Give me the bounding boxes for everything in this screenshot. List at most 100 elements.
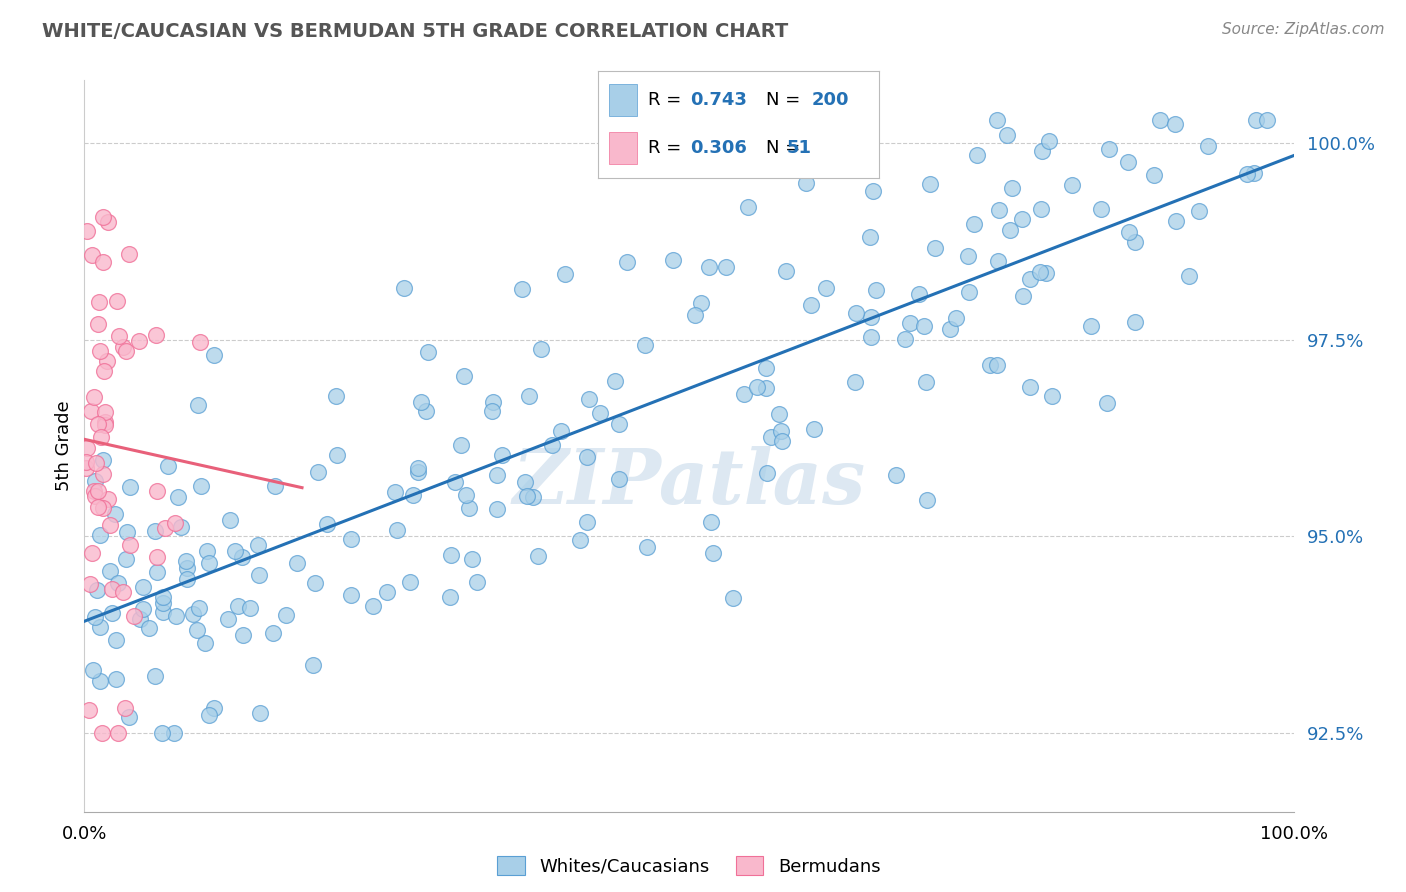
Point: [568, 533, 591, 547]
Point: [143, 669, 166, 683]
Point: [815, 281, 838, 295]
Point: [683, 308, 706, 322]
Point: [759, 429, 782, 443]
Point: [375, 584, 398, 599]
Point: [176, 561, 198, 575]
Point: [86, 582, 108, 597]
Point: [132, 580, 155, 594]
Point: [516, 489, 538, 503]
Point: [174, 553, 197, 567]
Point: [1080, 318, 1102, 333]
Point: [80, 403, 103, 417]
Point: [481, 395, 503, 409]
Point: [188, 335, 211, 350]
Point: [82, 546, 104, 560]
Point: [231, 549, 253, 564]
Point: [578, 392, 600, 406]
Point: [702, 546, 724, 560]
Y-axis label: 5th Grade: 5th Grade: [55, 401, 73, 491]
Point: [1178, 268, 1201, 283]
Point: [325, 388, 347, 402]
Text: ZIPatlas: ZIPatlas: [512, 446, 866, 519]
Text: N =: N =: [766, 91, 806, 109]
Point: [439, 591, 461, 605]
Point: [402, 487, 425, 501]
Point: [392, 281, 415, 295]
Bar: [609, 132, 637, 164]
Point: [187, 398, 209, 412]
Point: [485, 468, 508, 483]
Point: [186, 623, 208, 637]
Point: [308, 466, 330, 480]
Point: [1143, 169, 1166, 183]
Point: [689, 296, 711, 310]
Point: [1188, 204, 1211, 219]
Point: [117, 710, 139, 724]
Point: [550, 425, 572, 439]
Text: R =: R =: [648, 91, 688, 109]
Point: [662, 253, 685, 268]
Point: [768, 408, 790, 422]
Point: [262, 626, 284, 640]
Point: [1040, 389, 1063, 403]
Point: [794, 177, 817, 191]
Point: [105, 632, 128, 647]
Point: [93, 364, 115, 378]
Point: [150, 726, 173, 740]
Point: [83, 490, 105, 504]
Point: [384, 485, 406, 500]
Point: [465, 574, 488, 589]
Point: [143, 524, 166, 538]
Point: [893, 332, 915, 346]
Text: 200: 200: [811, 91, 849, 109]
Point: [91, 453, 114, 467]
Point: [444, 475, 467, 490]
Point: [190, 479, 212, 493]
Point: [1244, 112, 1267, 127]
Point: [107, 575, 129, 590]
Point: [998, 223, 1021, 237]
Point: [152, 596, 174, 610]
Point: [75, 461, 97, 475]
Point: [94, 415, 117, 429]
Point: [138, 621, 160, 635]
Point: [589, 406, 612, 420]
Point: [633, 337, 655, 351]
Point: [195, 544, 218, 558]
Point: [361, 599, 384, 613]
Point: [112, 340, 135, 354]
Text: N =: N =: [766, 139, 806, 157]
Point: [912, 319, 935, 334]
Point: [82, 663, 104, 677]
Point: [860, 330, 883, 344]
Point: [1031, 145, 1053, 159]
Point: [87, 294, 110, 309]
Point: [340, 532, 363, 546]
Point: [1166, 214, 1188, 228]
Point: [510, 282, 533, 296]
Point: [914, 375, 936, 389]
Point: [83, 484, 105, 499]
Point: [575, 515, 598, 529]
Point: [90, 726, 112, 740]
Point: [860, 310, 883, 324]
Point: [80, 248, 103, 262]
Point: [1243, 166, 1265, 180]
Point: [461, 552, 484, 566]
Point: [1123, 235, 1146, 249]
Point: [91, 501, 114, 516]
Point: [117, 247, 139, 261]
Point: [89, 620, 111, 634]
Point: [945, 310, 967, 325]
Point: [406, 460, 429, 475]
Point: [91, 467, 114, 481]
Point: [481, 403, 503, 417]
Point: [845, 306, 868, 320]
Point: [152, 605, 174, 619]
Point: [146, 484, 169, 499]
Point: [157, 459, 180, 474]
Point: [122, 608, 145, 623]
Point: [87, 317, 110, 331]
Point: [522, 490, 544, 504]
Point: [721, 591, 744, 606]
